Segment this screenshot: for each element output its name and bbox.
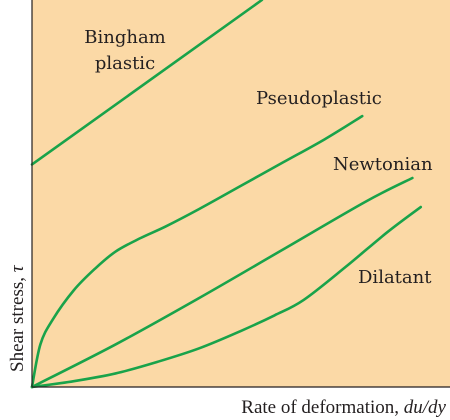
label-bingham-plastic: Bingham plastic	[84, 27, 166, 74]
curves	[30, 0, 423, 389]
curve-bingham-plastic	[30, 0, 264, 166]
x-axis-label: Rate of deformation, du/dy	[241, 397, 446, 418]
label-dilatant: Dilatant	[358, 267, 432, 288]
label-pseudoplastic: Pseudoplastic	[256, 88, 382, 109]
y-axis-label: Shear stress, τ	[7, 264, 28, 372]
curve-pseudoplastic	[30, 114, 364, 389]
curve-dilatant	[30, 205, 423, 389]
curve-newtonian	[30, 176, 414, 389]
label-newtonian: Newtonian	[333, 154, 433, 175]
